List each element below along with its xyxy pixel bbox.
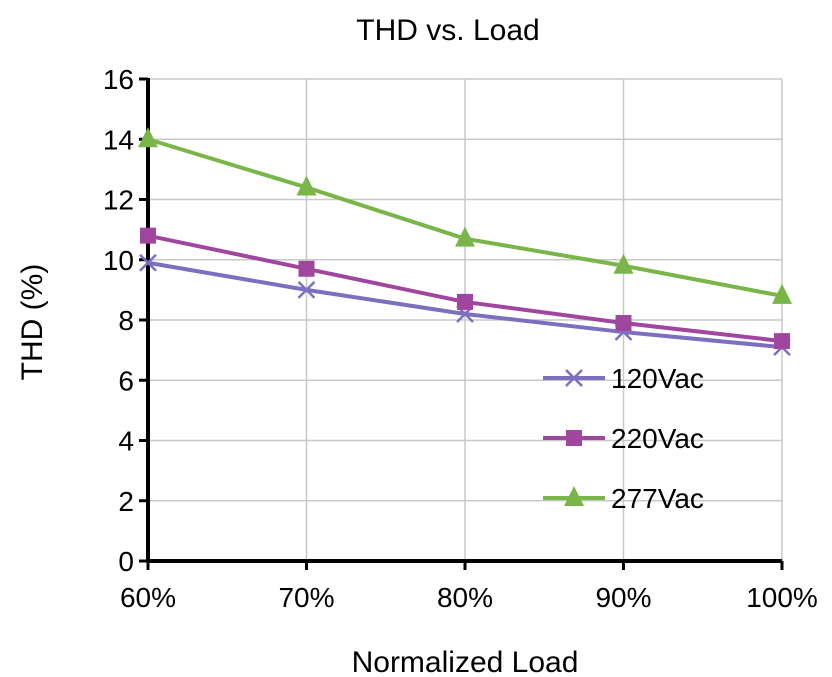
legend-marker <box>565 369 583 387</box>
data-point-277vac <box>138 127 158 148</box>
data-point-277vac <box>772 283 792 304</box>
y-tick-label: 16 <box>103 64 134 95</box>
x-tick-labels: 60% 70% 80% 90% 100% <box>120 582 818 613</box>
legend-label: 120Vac <box>611 363 704 394</box>
x-tick-label: 100% <box>746 582 818 613</box>
y-tick-label: 12 <box>103 185 134 216</box>
data-point-277vac <box>296 175 317 196</box>
x-tick-label: 60% <box>120 582 176 613</box>
y-tick-labels: 0 2 4 6 8 10 12 14 16 <box>103 64 134 577</box>
data-point-220vac <box>457 293 473 310</box>
y-tick-label: 14 <box>103 124 134 155</box>
legend-label: 220Vac <box>611 423 704 454</box>
data-point-220vac <box>140 227 156 244</box>
legend-marker <box>564 486 584 506</box>
y-tick-label: 6 <box>118 365 134 396</box>
x-axis-label: Normalized Load <box>352 646 579 677</box>
x-tick-label: 70% <box>278 582 334 613</box>
legend-item-220vac: 220Vac <box>543 423 704 454</box>
data-point-220vac <box>615 315 632 332</box>
data-point-220vac <box>298 260 315 277</box>
y-tick-label: 4 <box>118 426 134 457</box>
x-tick-label: 80% <box>437 582 493 613</box>
y-tick-label: 0 <box>118 546 134 577</box>
legend-marker <box>566 430 582 446</box>
grid <box>148 78 783 561</box>
legend-label: 277Vac <box>611 483 704 514</box>
data-point-277vac <box>455 226 475 247</box>
data-point-120vac <box>139 253 157 272</box>
data-point-220vac <box>774 333 790 350</box>
y-axis-label: THD (%) <box>16 264 49 381</box>
x-marker-stroke <box>565 369 583 387</box>
series-220vac <box>140 227 790 350</box>
x-tick-label: 90% <box>595 582 651 613</box>
x-marker-stroke <box>297 280 316 299</box>
legend-item-277vac: 277Vac <box>543 483 704 514</box>
series-layer <box>138 127 792 356</box>
legend: 120Vac 220Vac 277Vac <box>543 363 704 514</box>
data-point-120vac <box>297 280 316 299</box>
axes <box>139 77 784 570</box>
legend-item-120vac: 120Vac <box>543 363 704 394</box>
y-tick-label: 2 <box>118 486 134 517</box>
data-point-277vac <box>613 253 634 274</box>
y-tick-label: 8 <box>118 305 134 336</box>
y-tick-label: 10 <box>103 245 134 276</box>
series-277vac <box>138 127 792 304</box>
x-marker-stroke <box>139 253 157 272</box>
chart-title: THD vs. Load <box>356 14 539 47</box>
